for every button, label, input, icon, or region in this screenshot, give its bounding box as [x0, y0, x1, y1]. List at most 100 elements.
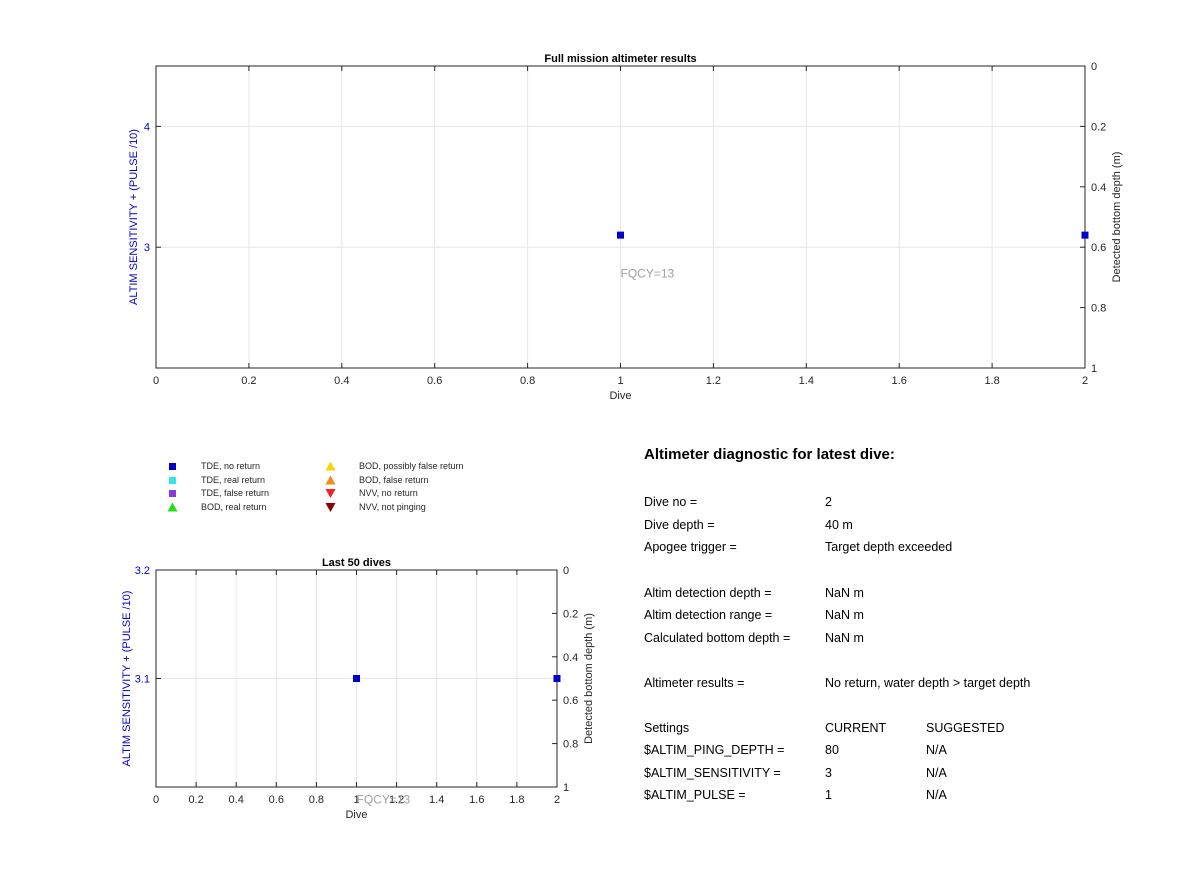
x-tick-label: 0.6: [269, 794, 284, 806]
x-axis-label: Dive: [345, 809, 367, 821]
x-tick-label: 0.8: [309, 794, 324, 806]
chart-last-50-dives: 0 0.2 0.4 0.6 0.8 1 1.2 1.4 1.6 1.8 2 3.1 3.2 0 0.2 0.4…: [121, 557, 595, 821]
setting-label: $ALTIM_SENSITIVITY =: [644, 766, 781, 780]
legend-label: TDE, real return: [201, 475, 266, 485]
diagnostic-value: 40 m: [825, 518, 853, 532]
legend-marker: [325, 475, 336, 485]
y-right-tick-label: 1: [563, 782, 569, 794]
diagnostic-label: Dive depth =: [644, 518, 715, 532]
settings-header-current: CURRENT: [825, 721, 887, 735]
setting-label: $ALTIM_PING_DEPTH =: [644, 743, 785, 757]
chart-title: Full mission altimeter results: [544, 53, 696, 65]
y-left-tick-label: 3: [144, 242, 150, 254]
y-right-tick-label: 0.6: [563, 695, 578, 707]
x-tick-label: 0.2: [188, 794, 203, 806]
legend-marker-triangle-down-icon: [325, 503, 336, 512]
y-left-axis-label: ALTIM SENSITIVITY + (PULSE /10): [128, 129, 140, 305]
legend-marker-triangle-down-icon: [325, 489, 336, 498]
x-tick-label: 0.6: [427, 375, 442, 387]
x-tick-label: 1.8: [984, 375, 999, 387]
legend-marker-triangle-up-icon: [325, 475, 336, 485]
legend-marker: [169, 463, 176, 470]
y-right-tick-label: 0.8: [563, 739, 578, 751]
diagnostic-title: Altimeter diagnostic for latest dive:: [644, 446, 895, 463]
diagnostic-value: Target depth exceeded: [825, 540, 953, 554]
x-tick-label: 2: [554, 794, 560, 806]
x-tick-label: 2: [1082, 375, 1088, 387]
y-right-axis-label: Detected bottom depth (m): [583, 613, 595, 744]
chart-full-mission: 0 0.2 0.4 0.6 0.8 1 1.2 1.4 1.6 1.8 2 3 4 0 0.2 0.4 0.6 0…: [128, 53, 1123, 402]
legend-label: NVV, no return: [359, 488, 418, 498]
legend-label: TDE, false return: [201, 488, 270, 498]
x-tick-label: 0.2: [241, 375, 256, 387]
y-left-tick-label: 3.2: [135, 565, 150, 577]
y-right-tick-label: 0.8: [1091, 303, 1106, 315]
y-right-tick-label: 0: [1091, 61, 1097, 73]
diagnostic-value: NaN m: [825, 608, 864, 622]
chart-title: Last 50 dives: [322, 557, 391, 569]
diagnostic-value: NaN m: [825, 631, 864, 645]
legend-marker: [325, 489, 336, 498]
setting-current: 80: [825, 743, 839, 757]
diagnostic-value: NaN m: [825, 586, 864, 600]
y-right-tick-label: 1: [1091, 363, 1097, 375]
setting-suggested: N/A: [926, 743, 947, 757]
x-tick-label: 1.4: [429, 794, 444, 806]
settings-header-label: Settings: [644, 721, 690, 735]
y-left-tick-label: 3.1: [135, 674, 150, 686]
x-tick-label: 0.8: [520, 375, 535, 387]
x-tick-label: 1.8: [509, 794, 524, 806]
legend-label: BOD, real return: [201, 502, 267, 512]
diagnostic-label: Apogee trigger =: [644, 540, 737, 554]
x-tick-label: 0.4: [334, 375, 349, 387]
legend-marker-square-icon: [169, 490, 176, 497]
x-tick-label: 1.4: [799, 375, 814, 387]
diagnostic-value: 2: [825, 495, 832, 509]
data-point: [553, 675, 561, 682]
fqcy-annotation: FQCY=13: [621, 266, 675, 280]
x-tick-label: 1.2: [706, 375, 721, 387]
y-right-tick-label: 0.2: [1091, 121, 1106, 133]
diagnostic-label: Dive no =: [644, 495, 698, 509]
legend-label: BOD, false return: [359, 475, 429, 485]
legend-marker: [169, 477, 176, 484]
setting-current: 1: [825, 788, 832, 802]
x-tick-label: 1.2: [389, 794, 404, 806]
fqcy-annotation: FQCY=13: [357, 792, 411, 806]
setting-label: $ALTIM_PULSE =: [644, 788, 746, 802]
legend-marker-square-icon: [169, 463, 176, 470]
diagnostic-label: Altim detection range =: [644, 608, 773, 622]
x-tick-label: 0.4: [229, 794, 244, 806]
y-right-tick-label: 0.6: [1091, 242, 1106, 254]
data-point: [353, 675, 360, 682]
x-tick-label: 1.6: [469, 794, 484, 806]
legend-marker: [167, 502, 178, 512]
x-tick-label: 1.6: [892, 375, 907, 387]
y-right-axis-label: Detected bottom depth (m): [1111, 152, 1123, 283]
setting-suggested: N/A: [926, 766, 947, 780]
legend-marker: [325, 461, 336, 471]
diagnostic-value: No return, water depth > target depth: [825, 676, 1031, 690]
legend-label: BOD, possibly false return: [359, 461, 464, 471]
legend-marker: [325, 503, 336, 512]
x-tick-label: 1: [353, 794, 359, 806]
y-right-tick-label: 0.4: [563, 652, 578, 664]
data-point: [617, 231, 624, 239]
y-left-axis-label: ALTIM SENSITIVITY + (PULSE /10): [121, 591, 133, 767]
diagnostic-label: Calculated bottom depth =: [644, 631, 791, 645]
legend-marker-triangle-up-icon: [325, 461, 336, 471]
y-left-tick-label: 4: [144, 121, 150, 133]
x-axis-label: Dive: [609, 390, 631, 402]
setting-current: 3: [825, 766, 832, 780]
legend-marker-triangle-up-icon: [167, 502, 178, 512]
settings-header-suggested: SUGGESTED: [926, 721, 1005, 735]
y-right-tick-label: 0: [563, 565, 569, 577]
y-right-tick-label: 0.4: [1091, 182, 1106, 194]
x-tick-label: 0: [153, 375, 159, 387]
setting-suggested: N/A: [926, 788, 947, 802]
x-tick-label: 0: [153, 794, 159, 806]
legend-label: NVV, not pinging: [359, 502, 426, 512]
diagnostic-label: Altim detection depth =: [644, 586, 772, 600]
y-right-tick-label: 0.2: [563, 608, 578, 620]
